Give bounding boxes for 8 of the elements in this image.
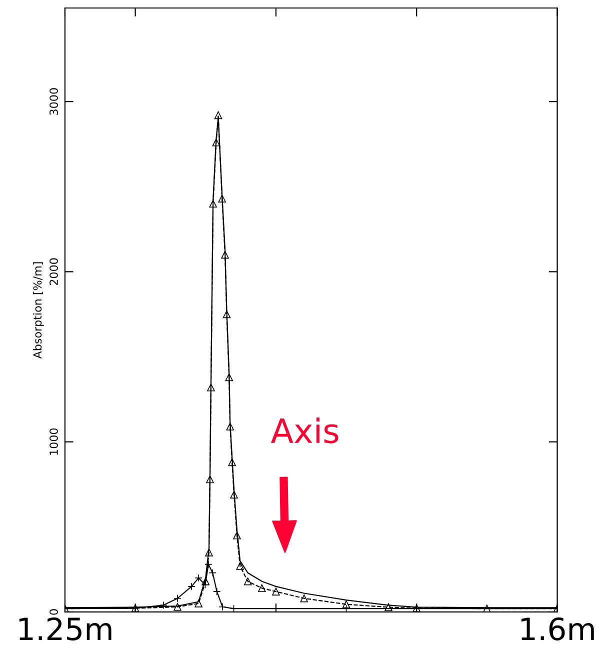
- y-axis-title: Absorption [%/m]: [33, 262, 44, 359]
- x-tick-label: 1.25m: [19, 617, 112, 640]
- annotation: Axis: [271, 418, 338, 444]
- y-tick-label: 0: [50, 609, 58, 615]
- y-tick-label: 3000: [50, 88, 58, 115]
- y-tick-label: 2000: [50, 258, 58, 286]
- x-tick-label: 1.6m: [521, 617, 594, 640]
- y-tick-label: 1000: [50, 428, 58, 455]
